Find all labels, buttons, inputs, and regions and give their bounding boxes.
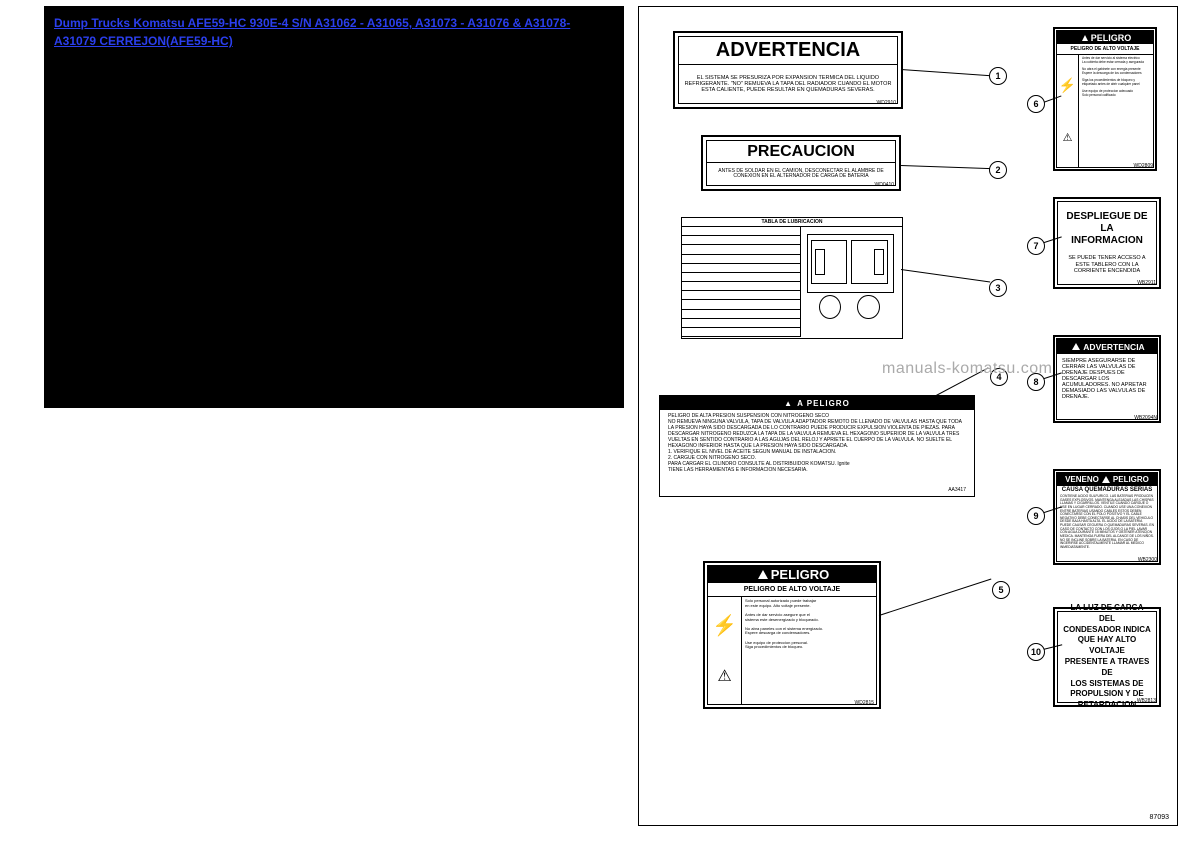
callout-3: 3 <box>989 279 1007 297</box>
plate6-text: Antes de dar servicio al sistema electri… <box>1079 55 1153 167</box>
callout-2: 2 <box>989 161 1007 179</box>
callout-lead <box>901 269 990 283</box>
callout-9: 9 <box>1027 507 1045 525</box>
plate1-code: WD2910 <box>877 100 896 106</box>
plate6-bar-text: PELIGRO <box>1091 33 1132 43</box>
document-link[interactable]: Dump Trucks Komatsu AFE59-HC 930E-4 S/N … <box>54 16 570 48</box>
plate5-bar-text: PELIGRO <box>771 567 830 582</box>
plate7-t1: DESPLIEGUE DE LA <box>1066 211 1147 234</box>
plate2-body: ANTES DE SOLDAR EN EL CAMION, DESCONECTA… <box>707 163 895 185</box>
p10-l5: LOS SISTEMAS DE <box>1071 679 1144 688</box>
p10-l4: PRESENTE A TRAVES DE <box>1065 657 1150 677</box>
plate9-bar-r: PELIGRO <box>1113 475 1149 484</box>
falling-person-icon: ⚠ <box>717 669 731 685</box>
plate6-subtitle: PELIGRO DE ALTO VOLTAJE <box>1057 44 1153 55</box>
plate1-body: EL SISTEMA SE PRESURIZA POR EXPANSION TE… <box>679 65 897 103</box>
callout-6: 6 <box>1027 95 1045 113</box>
plate-veneno-peligro: VENENO PELIGRO CAUSA QUEMADURAS SERIAS C… <box>1053 469 1161 565</box>
callout-1: 1 <box>989 67 1007 85</box>
plate5-icons: ⚡ ⚠ <box>708 597 742 704</box>
link-line1: Dump Trucks Komatsu AFE59-HC 930E-4 S/N … <box>54 16 570 30</box>
plate7-body: SE PUEDE TENER ACCESO A ESTE TABLERO CON… <box>1064 255 1150 276</box>
diagram-page: ADVERTENCIA EL SISTEMA SE PRESURIZA POR … <box>638 6 1178 826</box>
plate1-title: ADVERTENCIA <box>679 37 897 65</box>
callout-7: 7 <box>1027 237 1045 255</box>
plate-despliegue-info: DESPLIEGUE DE LA INFORMACION SE PUEDE TE… <box>1053 197 1161 289</box>
lube-grid <box>682 227 902 337</box>
plate4-bar: ▲ A PELIGRO <box>660 396 974 410</box>
plate4-code: AA3417 <box>948 487 966 493</box>
p10-l6: PROPULSION Y DE <box>1070 689 1144 698</box>
p10-l7: RETARDACION <box>1078 700 1137 709</box>
plate10-text: LA LUZ DE CARGA DEL CONDESADOR INDICA QU… <box>1062 603 1152 711</box>
callout-lead <box>901 69 991 76</box>
plate5-text: Solo personal autorizado puede trabajare… <box>742 597 876 704</box>
callout-10: 10 <box>1027 643 1045 661</box>
lightning-icon: ⚡ <box>1059 78 1076 92</box>
plate2-title: PRECAUCION <box>707 141 895 163</box>
callout-4: 4 <box>990 368 1008 386</box>
callout-5: 5 <box>992 581 1010 599</box>
falling-person-icon: ⚠ <box>1063 133 1073 144</box>
plate8-body: SIEMPRE ASEGURARSE DE CERRAR LAS VALVULA… <box>1057 354 1157 419</box>
callout-lead <box>879 579 992 616</box>
p10-l2: CONDESADOR INDICA <box>1063 625 1151 634</box>
link-line2: A31079 CERREJON(AFE59-HC) <box>54 34 233 48</box>
plate7-t2: INFORMACION <box>1071 235 1143 246</box>
plate10-code: WB2813 <box>1137 698 1156 704</box>
p10-l1: LA LUZ DE CARGA DEL <box>1070 603 1143 623</box>
plate-suspension-nitrogen: ▲ A PELIGRO PELIGRO DE ALTA PRESION SUSP… <box>659 395 975 497</box>
lightning-icon: ⚡ <box>712 616 737 636</box>
plate6-icons: ⚡ ⚠ <box>1057 55 1079 167</box>
callout-8: 8 <box>1027 373 1045 391</box>
plate4-body: PELIGRO DE ALTA PRESION SUSPENSION CON N… <box>660 410 974 476</box>
plate6-code: WD2809 <box>1134 163 1153 169</box>
footer-code: 87093 <box>1150 814 1169 821</box>
plate7-title: DESPLIEGUE DE LA INFORMACION <box>1064 211 1150 247</box>
plate-luz-carga: LA LUZ DE CARGA DEL CONDESADOR INDICA QU… <box>1053 607 1161 707</box>
lube-machine-diagram <box>801 227 902 337</box>
plate6-bar: PELIGRO <box>1057 31 1153 44</box>
plate5-subtitle: PELIGRO DE ALTO VOLTAJE <box>708 583 876 597</box>
plate2-code: WD0410 <box>875 182 894 188</box>
plate-precaucion-weld: PRECAUCION ANTES DE SOLDAR EN EL CAMION,… <box>701 135 901 191</box>
plate9-bar-l: VENENO <box>1065 475 1099 484</box>
plate6-content: ⚡ ⚠ Antes de dar servicio al sistema ele… <box>1057 55 1153 167</box>
plate9-sub: CAUSA QUEMADURAS SERIAS <box>1057 486 1157 494</box>
plate5-bar: PELIGRO <box>708 566 876 583</box>
plate5-content: ⚡ ⚠ Solo personal autorizado puede traba… <box>708 597 876 704</box>
plate8-bar-text: ADVERTENCIA <box>1083 342 1144 352</box>
callout-lead <box>901 165 991 169</box>
plate8-code: WB2094N <box>1134 415 1157 421</box>
plate7-code: WB2911 <box>1137 280 1156 286</box>
plate4-bar-text: A PELIGRO <box>797 399 850 408</box>
lube-table <box>682 227 801 337</box>
plate9-body: CONTIENE ACIDO SULFURICO. LAS BATERIAS P… <box>1057 494 1157 561</box>
plate-advertencia-valves: ADVERTENCIA SIEMPRE ASEGURARSE DE CERRAR… <box>1053 335 1161 423</box>
lube-title: TABLA DE LUBRICACION <box>682 218 902 227</box>
p10-l3: QUE HAY ALTO VOLTAJE <box>1078 635 1137 655</box>
plate-lubrication-table: TABLA DE LUBRICACION <box>681 217 903 339</box>
plate-peligro-hv-small: PELIGRO PELIGRO DE ALTO VOLTAJE ⚡ ⚠ Ante… <box>1053 27 1157 171</box>
plate8-bar: ADVERTENCIA <box>1057 339 1157 354</box>
plate9-code: WB2300 <box>1138 557 1157 563</box>
plate5-code: WD2815 <box>855 700 874 706</box>
left-text-panel: Dump Trucks Komatsu AFE59-HC 930E-4 S/N … <box>44 6 624 408</box>
plate9-bar: VENENO PELIGRO <box>1057 473 1157 486</box>
plate-advertencia-radiator: ADVERTENCIA EL SISTEMA SE PRESURIZA POR … <box>673 31 903 109</box>
plate-peligro-hv-large: PELIGRO PELIGRO DE ALTO VOLTAJE ⚡ ⚠ Solo… <box>703 561 881 709</box>
